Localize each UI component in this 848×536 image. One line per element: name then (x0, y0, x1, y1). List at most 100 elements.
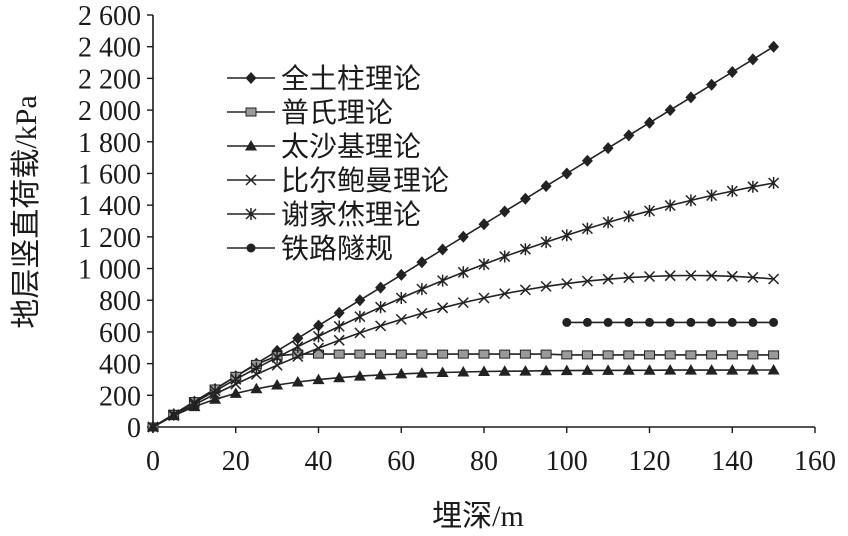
triangle-data-point (664, 364, 677, 375)
x-data-point (643, 270, 656, 283)
square-data-point (644, 350, 655, 360)
square-data-point (706, 350, 718, 360)
asterisk-data-point (457, 266, 469, 279)
legend-label: 铁路隧规 (281, 233, 393, 265)
x-data-point (354, 327, 366, 339)
x-data-point (437, 302, 449, 314)
triangle-data-point (767, 364, 780, 375)
asterisk-data-point (168, 408, 180, 421)
y-tick-label: 400 (99, 350, 141, 381)
diamond-data-point (561, 167, 573, 180)
square-data-point (437, 349, 449, 359)
square-data-point (457, 349, 469, 359)
circle-data-point (582, 317, 592, 327)
circle-data-point (769, 317, 779, 327)
square-data-point (685, 350, 697, 360)
y-axis-title: 地层竖直荷载/kPa (10, 95, 43, 328)
triangle-data-point (622, 364, 635, 375)
x-data-point (540, 280, 552, 292)
asterisk-data-point (561, 229, 573, 242)
diamond-data-point (644, 116, 655, 129)
triangle-data-point (333, 371, 346, 383)
asterisk-data-point (540, 236, 552, 249)
x-data-point (519, 284, 531, 296)
asterisk-data-point (354, 310, 366, 323)
x-data-point (478, 292, 490, 304)
triangle-data-point (498, 365, 511, 376)
square-data-point (519, 349, 531, 359)
x-data-point (499, 288, 511, 300)
diamond-data-point (457, 230, 469, 243)
y-tick-label: 1 000 (78, 255, 141, 286)
x-tick-label: 60 (387, 446, 415, 477)
diamond-data-point (354, 294, 366, 307)
legend-x-marker (245, 174, 257, 186)
circle-data-point (624, 317, 634, 327)
diamond-data-point (726, 66, 738, 78)
diamond-data-point (540, 180, 552, 193)
x-data-point (747, 271, 759, 283)
triangle-data-point (209, 393, 222, 404)
x-data-point (457, 297, 469, 309)
y-tick-label: 1 400 (78, 191, 141, 222)
x-data-point (416, 307, 428, 319)
x-tick-label: 160 (794, 446, 836, 477)
legend-circle-marker (246, 243, 256, 253)
x-data-point (623, 272, 635, 284)
x-data-point (664, 270, 676, 282)
x-data-point (395, 313, 407, 325)
legend-item: 比尔鲍曼理论 (227, 165, 449, 197)
asterisk-data-point (478, 258, 490, 271)
circle-data-point (645, 317, 654, 327)
triangle-data-point (478, 365, 490, 376)
square-data-point (333, 349, 345, 359)
x-data-point (333, 334, 345, 346)
asterisk-data-point (706, 189, 718, 202)
asterisk-data-point (147, 421, 159, 433)
asterisk-data-point (726, 185, 738, 198)
square-data-point (540, 349, 552, 359)
diamond-data-point (416, 256, 428, 269)
triangle-data-point (457, 366, 470, 377)
asterisk-data-point (664, 199, 676, 212)
triangle-data-point (271, 379, 284, 390)
y-tick-label: 200 (99, 381, 141, 412)
diamond-data-point (292, 332, 304, 345)
diamond-data-point (623, 129, 635, 142)
legend-item: 谢家烋理论 (227, 199, 421, 231)
diamond-data-point (478, 218, 490, 231)
asterisk-data-point (519, 243, 531, 256)
x-data-point (561, 278, 573, 290)
diamond-data-point (333, 306, 345, 319)
y-tick-label: 600 (99, 318, 141, 349)
series-group (147, 40, 780, 433)
x-tick-label: 120 (629, 446, 671, 477)
triangle-data-point (602, 364, 615, 375)
x-data-point (581, 275, 593, 287)
x-tick-label: 140 (711, 446, 753, 477)
asterisk-data-point (250, 362, 262, 375)
diamond-data-point (437, 243, 449, 256)
square-data-point (768, 350, 780, 360)
asterisk-data-point (602, 216, 614, 229)
diamond-data-point (519, 192, 531, 205)
triangle-data-point (291, 376, 304, 387)
diamond-data-point (313, 319, 324, 332)
asterisk-data-point (312, 330, 325, 343)
triangle-data-point (705, 364, 718, 375)
triangle-data-point (312, 373, 325, 385)
square-data-point (395, 349, 407, 359)
triangle-data-point (581, 364, 594, 375)
x-tick-label: 0 (146, 446, 160, 477)
square-data-point (313, 349, 324, 359)
asterisk-data-point (209, 384, 221, 397)
square-data-point (354, 349, 366, 359)
square-data-point (602, 350, 614, 360)
triangle-data-point (353, 370, 366, 381)
asterisk-data-point (375, 301, 387, 314)
square-data-point (478, 349, 490, 359)
triangle-data-point (415, 367, 428, 378)
square-data-point (623, 350, 635, 360)
